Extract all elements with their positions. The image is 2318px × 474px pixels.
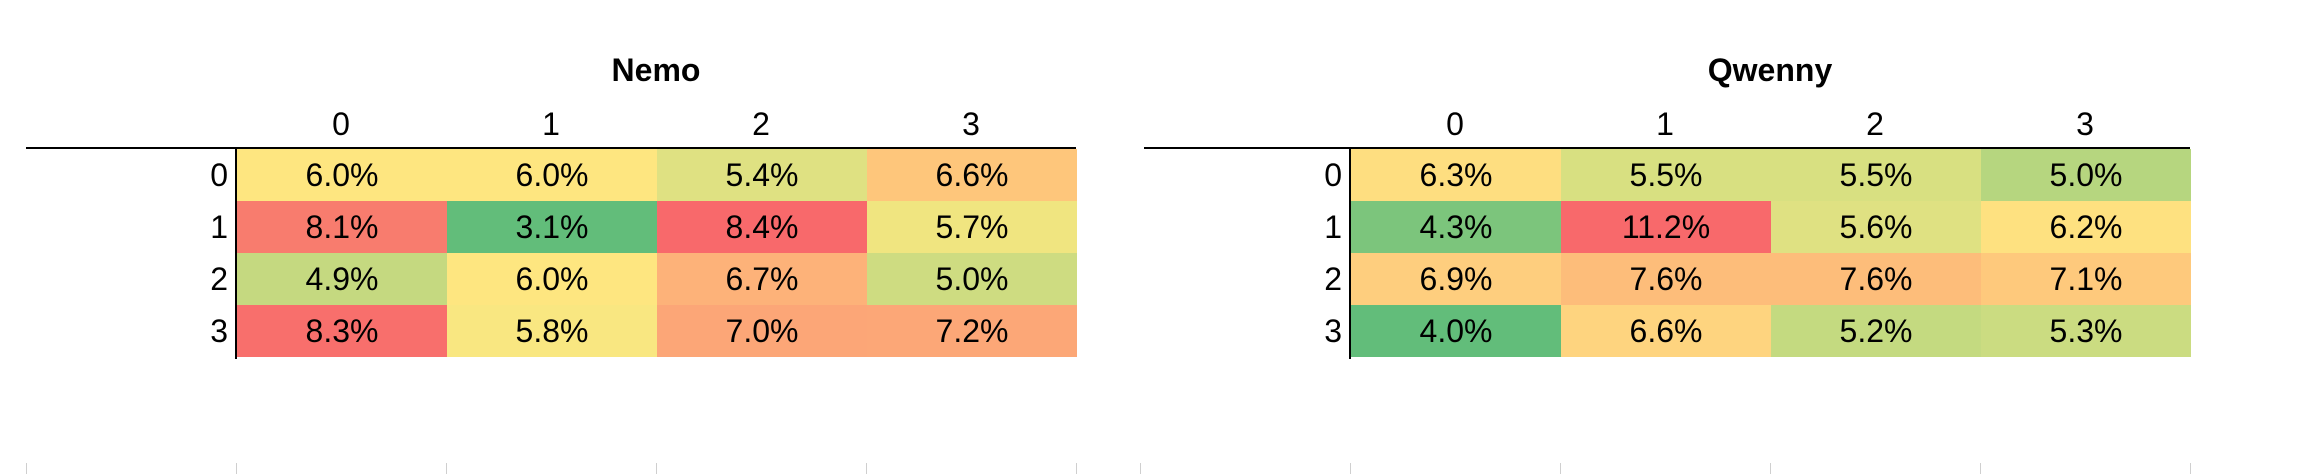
table-cell: 8.3% xyxy=(237,305,447,357)
gridline-tick xyxy=(1560,463,1561,474)
gridline-tick xyxy=(2190,463,2191,474)
table-cell: 5.4% xyxy=(657,149,867,201)
table-cell: 3.1% xyxy=(447,201,657,253)
gridline-tick xyxy=(1140,463,1141,474)
table-cell: 4.9% xyxy=(237,253,447,305)
table-cell: 6.6% xyxy=(1561,305,1771,357)
row-header: 2 xyxy=(1324,261,1342,297)
gridline-tick xyxy=(1770,463,1771,474)
gridline-tick xyxy=(446,463,447,474)
gridline-tick xyxy=(26,463,27,474)
table-cell: 5.2% xyxy=(1771,305,1981,357)
row-header-divider xyxy=(235,149,237,359)
table-cell: 7.0% xyxy=(657,305,867,357)
header-divider xyxy=(26,147,1076,149)
row-header: 0 xyxy=(1324,157,1342,193)
table-cell: 6.0% xyxy=(237,149,447,201)
table-cell: 7.2% xyxy=(867,305,1077,357)
gridline-tick xyxy=(656,463,657,474)
table-cell: 6.0% xyxy=(447,253,657,305)
table-cell: 6.2% xyxy=(1981,201,2191,253)
table-cell: 5.0% xyxy=(1981,149,2191,201)
row-header: 3 xyxy=(1324,313,1342,349)
table-title: Nemo xyxy=(611,52,701,88)
table-cell: 6.9% xyxy=(1351,253,1561,305)
header-divider xyxy=(1144,147,2190,149)
column-header: 1 xyxy=(542,106,560,142)
gridline-tick xyxy=(1076,463,1077,474)
row-header: 3 xyxy=(210,313,228,349)
column-header: 3 xyxy=(2076,106,2094,142)
table-cell: 7.6% xyxy=(1561,253,1771,305)
table-cell: 5.3% xyxy=(1981,305,2191,357)
table-cell: 7.1% xyxy=(1981,253,2191,305)
column-header: 0 xyxy=(332,106,350,142)
table-cell: 8.1% xyxy=(237,201,447,253)
gridline-tick xyxy=(866,463,867,474)
table-cell: 6.6% xyxy=(867,149,1077,201)
table-cell: 5.7% xyxy=(867,201,1077,253)
row-header: 0 xyxy=(210,157,228,193)
table-cell: 6.3% xyxy=(1351,149,1561,201)
table-cell: 5.5% xyxy=(1771,149,1981,201)
table-cell: 4.3% xyxy=(1351,201,1561,253)
table-cell: 5.6% xyxy=(1771,201,1981,253)
column-header: 2 xyxy=(752,106,770,142)
column-header: 3 xyxy=(962,106,980,142)
column-header: 0 xyxy=(1446,106,1464,142)
gridline-tick xyxy=(236,463,237,474)
table-title: Qwenny xyxy=(1707,52,1833,88)
gridline-tick xyxy=(1350,463,1351,474)
table-cell: 8.4% xyxy=(657,201,867,253)
column-header: 1 xyxy=(1656,106,1674,142)
row-header: 1 xyxy=(1324,209,1342,245)
row-header-divider xyxy=(1349,149,1351,359)
table-cell: 6.0% xyxy=(447,149,657,201)
row-header: 2 xyxy=(210,261,228,297)
table-cell: 11.2% xyxy=(1561,201,1771,253)
table-cell: 7.6% xyxy=(1771,253,1981,305)
table-cell: 4.0% xyxy=(1351,305,1561,357)
table-cell: 5.0% xyxy=(867,253,1077,305)
column-header: 2 xyxy=(1866,106,1884,142)
gridline-tick xyxy=(1980,463,1981,474)
table-cell: 6.7% xyxy=(657,253,867,305)
table-cell: 5.5% xyxy=(1561,149,1771,201)
table-cell: 5.8% xyxy=(447,305,657,357)
row-header: 1 xyxy=(210,209,228,245)
